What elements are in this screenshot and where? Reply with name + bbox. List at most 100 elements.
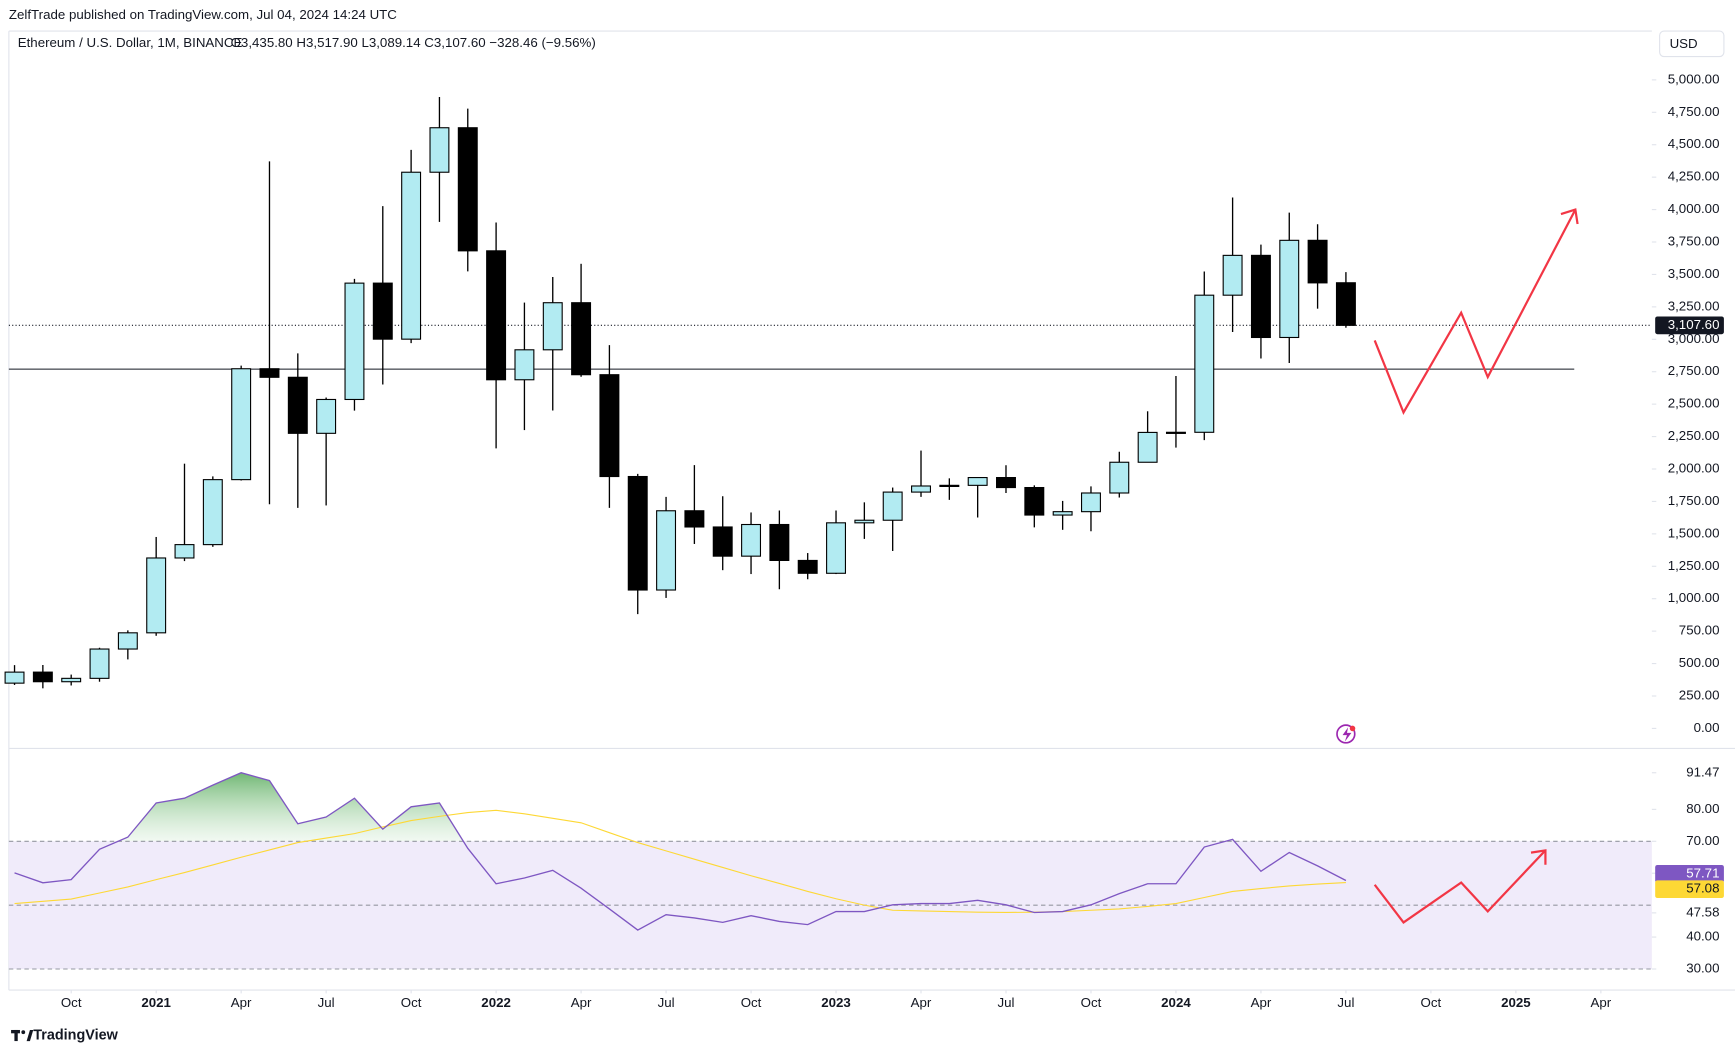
candle-body (231, 368, 252, 481)
price-badge-label: 3,107.60 (1668, 317, 1720, 332)
x-tick-label: Apr (571, 995, 592, 1010)
candle-body (967, 477, 988, 486)
y-tick-label: 0.00 (1694, 720, 1720, 735)
candle-body (4, 671, 25, 684)
candle-body (401, 171, 422, 340)
x-tick-label: Apr (911, 995, 932, 1010)
candle-body (684, 510, 705, 528)
y-tick-label: 4,750.00 (1668, 104, 1720, 119)
candle-body (712, 526, 733, 557)
logo-part (14, 1029, 18, 1042)
candle-body (1137, 431, 1158, 463)
x-tick-label: Jul (997, 995, 1014, 1010)
y-tick-label: 5,000.00 (1668, 71, 1720, 86)
candle-body (599, 374, 620, 478)
publisher-line: ZelfTrade published on TradingView.com, … (9, 7, 397, 22)
candle-body (882, 491, 903, 521)
candle-body (372, 282, 393, 340)
x-tick-label: Jul (318, 995, 335, 1010)
y-tick-label: 80.00 (1686, 801, 1719, 816)
currency-label[interactable]: USD (1670, 36, 1698, 51)
candle-body (1080, 492, 1101, 513)
x-tick-label: Oct (61, 995, 82, 1010)
rsi-line (14, 772, 1347, 931)
candle-body (457, 127, 478, 252)
candle-body (1024, 486, 1045, 516)
candle-body (486, 250, 507, 381)
price-badge (1655, 865, 1724, 883)
candle-body (627, 475, 648, 591)
candle-body (1307, 239, 1328, 284)
alert-icon[interactable] (1336, 724, 1356, 744)
y-tick-label: 1,500.00 (1668, 525, 1720, 540)
candle-body (202, 479, 223, 546)
candle-body (741, 523, 762, 557)
price-badge-label: 57.71 (1686, 865, 1719, 880)
y-tick-label: 47.58 (1686, 904, 1719, 919)
y-tick-label: 2,000.00 (1668, 461, 1720, 476)
alert-dot (1349, 725, 1356, 732)
projection-line (1373, 849, 1547, 924)
ohlc-summary: O3,435.80 H3,517.90 L3,089.14 C3,107.60 … (231, 35, 596, 50)
candle-body (316, 398, 337, 434)
projection-arrowhead (1530, 849, 1547, 865)
candle-body (854, 519, 875, 524)
candle-body (1335, 282, 1356, 326)
candle-body (996, 477, 1016, 489)
x-tick-label: Oct (1081, 995, 1102, 1010)
candle-body (1250, 254, 1271, 339)
y-tick-label: 250.00 (1679, 688, 1720, 703)
candle-body (1279, 239, 1300, 339)
candle-body (429, 127, 450, 173)
currency-button[interactable] (1659, 30, 1725, 58)
candle-body (1222, 254, 1243, 296)
x-tick-label: Oct (1421, 995, 1442, 1010)
series-layer: 0.00 250.00 500.00 750.00 1,000.00 1,250.00 1,… (4, 71, 1724, 1010)
candle-body (1052, 511, 1073, 516)
price-badge (1655, 880, 1724, 899)
y-tick-label: 2,500.00 (1668, 396, 1720, 411)
x-tick-label: 2025 (1501, 995, 1531, 1010)
price-badge (1655, 316, 1724, 335)
y-tick-label: 4,250.00 (1668, 169, 1720, 184)
candle-body (32, 671, 53, 683)
brand-name: TradingView (33, 1027, 118, 1043)
candle-body (769, 523, 790, 561)
projection-line (1373, 209, 1577, 416)
candle-body (61, 677, 82, 683)
candle-body (911, 485, 931, 493)
x-tick-label: Jul (1337, 995, 1354, 1010)
candle-body (259, 368, 280, 378)
alert-icon-bolt (1342, 727, 1352, 742)
candle-body (287, 376, 308, 434)
y-tick-label: 3,750.00 (1668, 234, 1720, 249)
candle-body (1165, 431, 1186, 434)
y-tick-label: 3,500.00 (1668, 266, 1720, 281)
y-tick-label: 40.00 (1686, 929, 1719, 944)
y-tick-label: 30.00 (1686, 961, 1719, 976)
candle-body (344, 282, 365, 401)
candle-body (1194, 294, 1215, 433)
y-tick-label: 3,250.00 (1668, 298, 1720, 313)
y-tick-label: 750.00 (1679, 623, 1720, 638)
x-tick-label: 2022 (481, 995, 511, 1010)
logo-part (26, 1029, 34, 1042)
rsi-ma-line (14, 809, 1346, 914)
x-tick-label: Apr (1251, 995, 1272, 1010)
x-tick-label: 2024 (1161, 995, 1191, 1010)
candle-body (174, 544, 195, 559)
candle-body (1109, 461, 1130, 494)
y-tick-label: 4,000.00 (1668, 201, 1720, 216)
y-tick-label: 1,750.00 (1668, 493, 1720, 508)
price-badge-label: 57.08 (1686, 881, 1719, 896)
x-tick-label: 2021 (141, 995, 171, 1010)
x-tick-label: Apr (1591, 995, 1612, 1010)
symbol-title: Ethereum / U.S. Dollar, 1M, BINANCE (18, 35, 243, 50)
candle-body (826, 522, 847, 574)
candle-body (117, 632, 138, 650)
candle-body (797, 559, 818, 574)
y-tick-label: 3,000.00 (1668, 331, 1720, 346)
y-tick-label: 4,500.00 (1668, 136, 1720, 151)
